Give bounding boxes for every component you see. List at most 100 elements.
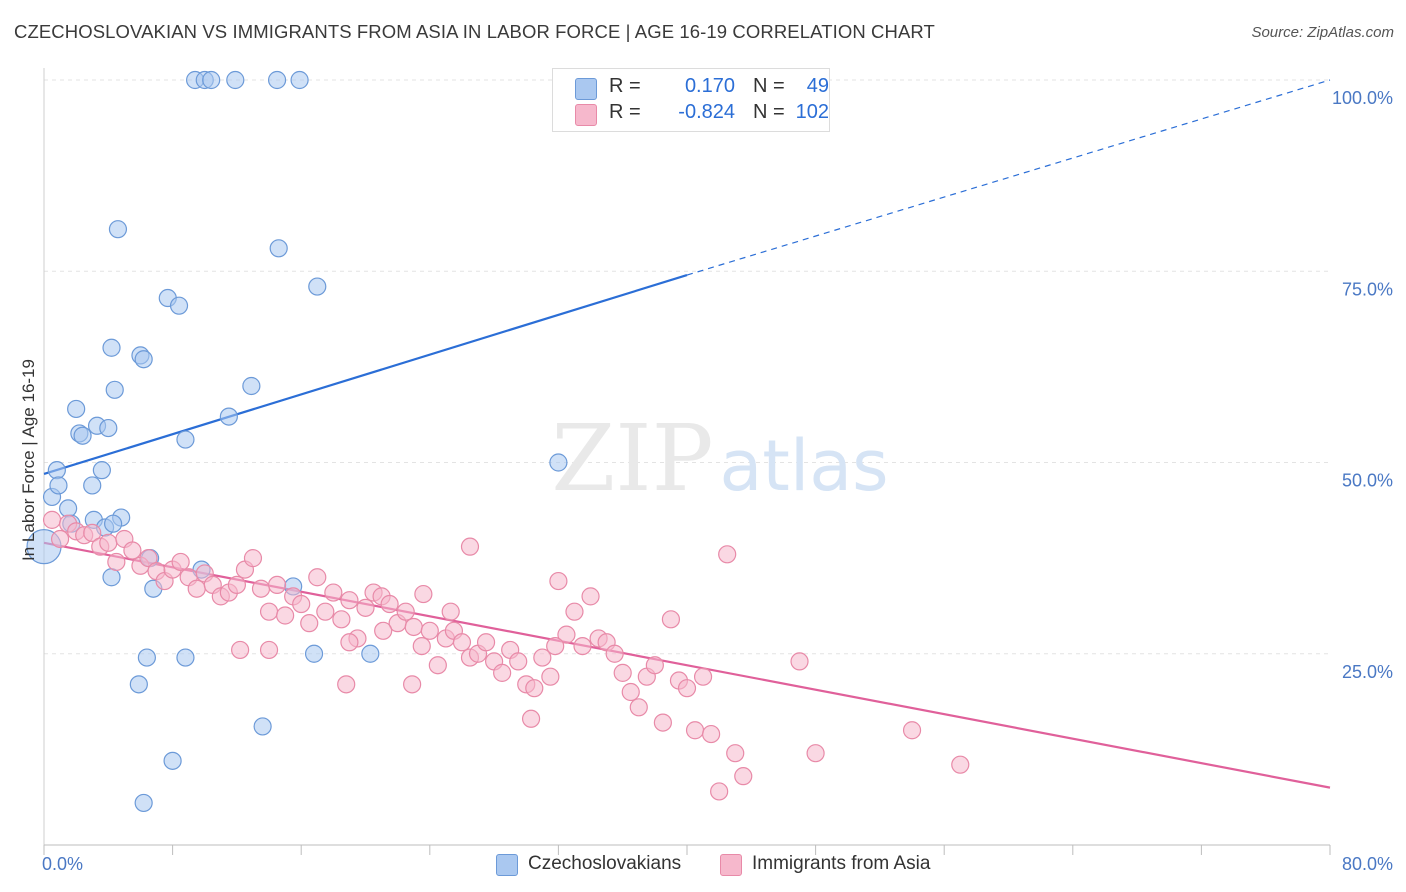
data-point-immigrants-from-asia: [645, 656, 664, 675]
data-point-immigrants-from-asia: [259, 602, 279, 621]
series-immigrants-from-asia-points: [42, 510, 970, 801]
data-point-immigrants-from-asia: [806, 744, 825, 763]
legend-r-value: -0.824: [678, 101, 735, 123]
data-point-immigrants-from-asia: [726, 744, 745, 763]
data-point-immigrants-from-asia: [509, 652, 528, 671]
data-point-czechoslovakians: [108, 220, 128, 239]
data-point-czechoslovakians: [202, 70, 221, 90]
data-point-immigrants-from-asia: [403, 675, 422, 694]
data-point-immigrants-from-asia: [292, 594, 311, 614]
data-point-immigrants-from-asia: [541, 667, 560, 686]
legend: R = 0.170 N = 49 R = -0.824 N = 102: [552, 68, 830, 132]
data-point-czechoslovakians: [267, 70, 287, 90]
data-point-immigrants-from-asia: [460, 537, 480, 556]
data-point-immigrants-from-asia: [533, 648, 552, 667]
y-axis-label: In Labor Force | Age 16-19: [19, 359, 38, 561]
data-point-immigrants-from-asia: [340, 633, 359, 652]
data-point-immigrants-from-asia: [42, 510, 62, 529]
trend-line-czechoslovakians: [43, 274, 688, 476]
data-point-czechoslovakians: [169, 296, 189, 315]
data-point-immigrants-from-asia: [356, 598, 375, 617]
data-point-immigrants-from-asia: [412, 636, 431, 656]
y-tick-label: 100.0%: [1332, 88, 1393, 108]
data-point-czechoslovakians: [134, 793, 153, 813]
y-tick-label: 50.0%: [1342, 471, 1393, 491]
data-point-czechoslovakians: [304, 644, 324, 663]
data-point-czechoslovakians: [219, 407, 238, 426]
data-point-czechoslovakians: [226, 70, 245, 90]
data-point-czechoslovakians: [73, 426, 92, 445]
data-point-czechoslovakians: [134, 350, 153, 369]
data-point-immigrants-from-asia: [123, 541, 142, 560]
data-point-czechoslovakians: [137, 648, 156, 667]
data-point-immigrants-from-asia: [790, 652, 809, 671]
data-point-czechoslovakians: [83, 476, 102, 495]
x-tick-label: 80.0%: [1342, 854, 1393, 874]
data-point-immigrants-from-asia: [404, 617, 423, 637]
data-point-immigrants-from-asia: [107, 552, 126, 572]
legend-n-value: 102: [795, 101, 829, 123]
data-point-immigrants-from-asia: [546, 636, 565, 656]
data-point-immigrants-from-asia: [374, 621, 393, 640]
data-point-immigrants-from-asia: [340, 591, 359, 610]
bottom-legend-swatch-pink: [720, 854, 742, 876]
legend-n-label: N =: [753, 101, 785, 123]
trend-line-czechoslovakians-extension: [686, 79, 1331, 276]
data-point-immigrants-from-asia: [629, 698, 648, 717]
data-point-immigrants-from-asia: [710, 782, 729, 801]
y-tick-label: 25.0%: [1342, 662, 1393, 682]
data-point-immigrants-from-asia: [428, 656, 447, 675]
data-point-immigrants-from-asia: [902, 721, 922, 740]
data-point-immigrants-from-asia: [621, 682, 640, 702]
legend-n-label: N =: [753, 75, 785, 97]
data-point-czechoslovakians: [308, 277, 327, 296]
data-point-czechoslovakians: [549, 453, 568, 472]
data-point-czechoslovakians: [67, 399, 86, 419]
data-point-czechoslovakians: [99, 418, 118, 438]
data-point-czechoslovakians: [242, 376, 261, 396]
watermark-atlas: atlas: [720, 425, 889, 507]
data-point-immigrants-from-asia: [243, 549, 263, 568]
data-point-immigrants-from-asia: [441, 602, 460, 621]
data-point-czechoslovakians: [361, 644, 380, 663]
data-point-immigrants-from-asia: [300, 614, 319, 633]
data-point-immigrants-from-asia: [99, 533, 118, 552]
bottom-legend: Czechoslovakians Immigrants from Asia: [0, 853, 1406, 877]
data-point-immigrants-from-asia: [227, 575, 246, 595]
data-point-czechoslovakians: [269, 239, 288, 258]
data-point-immigrants-from-asia: [734, 767, 753, 786]
data-point-immigrants-from-asia: [493, 663, 512, 682]
data-point-immigrants-from-asia: [396, 602, 415, 621]
data-point-immigrants-from-asia: [324, 583, 343, 602]
data-point-immigrants-from-asia: [653, 713, 672, 732]
data-point-immigrants-from-asia: [557, 625, 576, 644]
data-point-immigrants-from-asia: [613, 663, 632, 682]
data-point-immigrants-from-asia: [187, 579, 206, 598]
legend-swatch-blue: [575, 78, 597, 100]
legend-r-label: R =: [609, 101, 641, 123]
data-point-immigrants-from-asia: [276, 606, 295, 625]
data-point-czechoslovakians: [49, 476, 68, 495]
data-point-immigrants-from-asia: [316, 602, 335, 621]
legend-r-value: 0.170: [684, 75, 735, 97]
data-point-immigrants-from-asia: [661, 610, 681, 629]
data-point-immigrants-from-asia: [380, 594, 399, 614]
data-point-immigrants-from-asia: [702, 724, 721, 744]
data-point-immigrants-from-asia: [231, 640, 250, 660]
data-point-immigrants-from-asia: [337, 675, 356, 694]
data-point-immigrants-from-asia: [251, 579, 271, 598]
data-point-immigrants-from-asia: [951, 755, 970, 774]
watermark-zip: ZIPatlas: [551, 405, 888, 512]
bottom-legend-swatch-blue: [496, 854, 518, 876]
data-point-immigrants-from-asia: [549, 571, 568, 591]
data-point-immigrants-from-asia: [605, 644, 624, 663]
data-point-immigrants-from-asia: [693, 667, 713, 686]
data-point-immigrants-from-asia: [139, 549, 158, 568]
series-czechoslovakians-points: [26, 70, 568, 813]
data-point-czechoslovakians: [104, 514, 123, 533]
bottom-legend-label: Czechoslovakians: [528, 853, 682, 874]
data-point-immigrants-from-asia: [420, 621, 439, 640]
data-point-immigrants-from-asia: [565, 602, 584, 621]
data-point-czechoslovakians: [163, 751, 182, 770]
